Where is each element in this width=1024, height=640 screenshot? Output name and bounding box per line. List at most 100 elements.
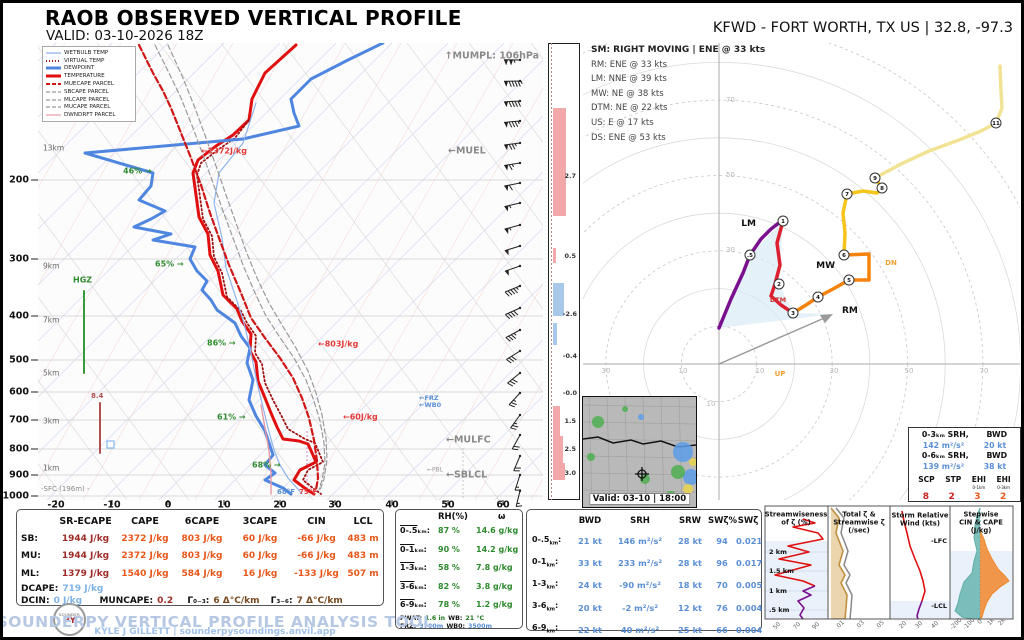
legend-row: MUECAPE PARCEL [46,80,132,88]
label: -100 [961,616,977,632]
layer: 0-1 [400,544,415,554]
shear-row-label: 0-1km: [532,556,559,569]
label: 2 km [769,548,787,556]
label: .03 [854,619,866,631]
label: 40 [929,619,941,631]
index-value: 2 [999,492,1007,502]
shear-cell: 146 m²/s² [617,536,663,547]
label: -200 [948,616,964,632]
label: 600 [9,386,29,398]
shear-cell: 21 kt [578,536,602,547]
rh-footer-item: 3700m [419,623,444,630]
rh-value: 87 % [438,526,460,535]
thermo-cell: -66 J/kg [297,533,336,544]
shear-cell: 20 kt [578,602,602,613]
label: 900 [9,469,29,481]
rh-header-row: RH(%) ω [400,512,519,522]
thermo-cell: 60 J/kg [242,533,278,544]
legend-label: TEMPERATURE [64,73,105,80]
shear-cell: 0.021 [736,536,763,547]
rh-footer-2: FRZ: 3700m WB0: 3500m [400,623,519,632]
shear-col-header: BWD [578,516,602,526]
label: 0 [976,618,984,626]
radar-map [583,397,696,507]
shear-row: 0-.5km: 21 kt 146 m²/s² 28 kt 94 0.021 [532,531,763,553]
label: 1.5 km [769,567,794,575]
index-name: EHI [996,475,1011,484]
thermo-row-label: SB: [21,533,38,544]
rh-footer-item: WB0: [446,623,465,630]
thermo-cell: -66 J/kg [297,551,336,561]
srh-box-cell: BWD [986,430,1008,439]
thermo-row-label: MU: [21,551,41,561]
shear-cell: 22 kt [578,624,602,635]
stepwise-cape-fill [980,531,1009,619]
thermo-footer-item: 7 Δ°C/km [296,596,343,606]
thermo-footer-item: Γ₀₋₃: [187,596,210,606]
sounderpy-logo: SOUNDER PY [53,603,86,636]
label: .05 [874,619,886,631]
srh-box-row: 0-6ₖₘ SRH, BWD [913,451,1016,462]
label: 20 [897,619,909,631]
srh-box-row: 139 m²/s² 38 kt [913,462,1016,473]
storm-motion-line: SM: RIGHT MOVING | ENE @ 33 kts [591,45,766,55]
label: (J/kg) [970,526,992,535]
shear-cell: 94 [716,536,728,547]
legend-label: MUECAPE PARCEL [64,81,114,88]
shear-table: BWD SRH SRW SWζ% SWζ 0-.5km: 21 kt 146 m²/s² 28 … [526,509,763,635]
shear-row: 0-1km: 33 kt 233 m²/s² 28 kt 96 0.017 [532,553,762,575]
storm-motion-line: US: E @ 17 kts [591,117,654,128]
thermo-cell: 803 J/kg [181,533,223,544]
shear-col-header: SWζ% [708,516,738,526]
thermo-row: MU: 1944 J/kg 2372 J/kg 803 J/kg 60 J/kg -66 … [21,548,381,566]
logo-main-text: PY [62,616,77,626]
label: 1k [985,616,997,628]
rh-footer-item: WB: [448,614,463,622]
srh-box-row: 142 m²/s² 20 kt [913,441,1016,452]
rh-row: 6-9ₖₘ: 78 % 1.2 g/kg [400,596,519,615]
thermo-col-header: 6CAPE [184,516,220,527]
index-header: EHI 0-3km [996,473,1010,492]
legend-row: MUCAPE PARCEL [46,104,132,112]
mixratio-value: 1.2 g/kg [476,600,513,609]
layer: 3-6 [400,581,415,591]
shear-cell: 96 [716,558,728,569]
thermo-cell: 2372 J/kg [121,551,169,561]
label: of ζ (%) [781,518,811,527]
mixratio-value: 14.2 g/kg [476,544,519,554]
thermo-cell: 507 m [347,568,379,579]
srh-box-cell: 0-6ₖₘ SRH, [921,451,969,460]
rh-footer-item: 21 °C [465,614,485,622]
footer-title: SOUNDERPY VERTICAL PROFILE ANALYSIS TOOL [0,613,434,631]
streamwiseness-below-1km [797,585,816,619]
legend-label: SBCAPE PARCEL [64,88,109,95]
legend-row: SBCAPE PARCEL [46,88,132,96]
index-name: SCP [918,475,935,484]
legend-line-sample [46,66,61,70]
index-header: EHI 0-1km [972,473,986,492]
srh-box-cell: 142 m²/s² [922,440,965,450]
rh-footer-item: 1.6 in [425,614,446,622]
srh-box-cell: BWD [986,451,1008,460]
thermo-header-row: SR-ECAPE CAPE 6CAPE 3CAPE CIN LCL [21,513,381,531]
thermo-col-header: CAPE [131,516,159,527]
thermo-cell: 16 J/kg [242,568,278,579]
index-value: 2 [948,492,955,502]
index-value: 8 [922,492,929,502]
index-sub: 0-1km [972,485,986,490]
label: 400 [9,310,29,322]
legend-line-sample [46,114,61,116]
shear-header-row: BWD SRH SRW SWζ% SWζ [532,512,759,531]
legend-label: VIRTUAL TEMP [64,57,105,64]
srh-box-cell: 20 kt [983,440,1007,450]
thermo-footer-1: DCAPE: 719 J/kg [21,583,381,595]
label: Storm Relative [891,511,949,520]
shear-cell: 70 [716,580,728,591]
shear-cell: 18 kt [678,580,702,591]
rh-footer-item: PWAT: [400,614,423,622]
rh-footer-1: PWAT: 1.6 in WB: 21 °C [400,615,519,624]
thermo-row-label: ML: [21,568,40,579]
shear-cell: 233 m²/s² [617,558,663,569]
legend-line-sample [46,52,61,54]
rh-row: 0-1ₖₘ: 90 % 14.2 g/kg [400,541,519,560]
